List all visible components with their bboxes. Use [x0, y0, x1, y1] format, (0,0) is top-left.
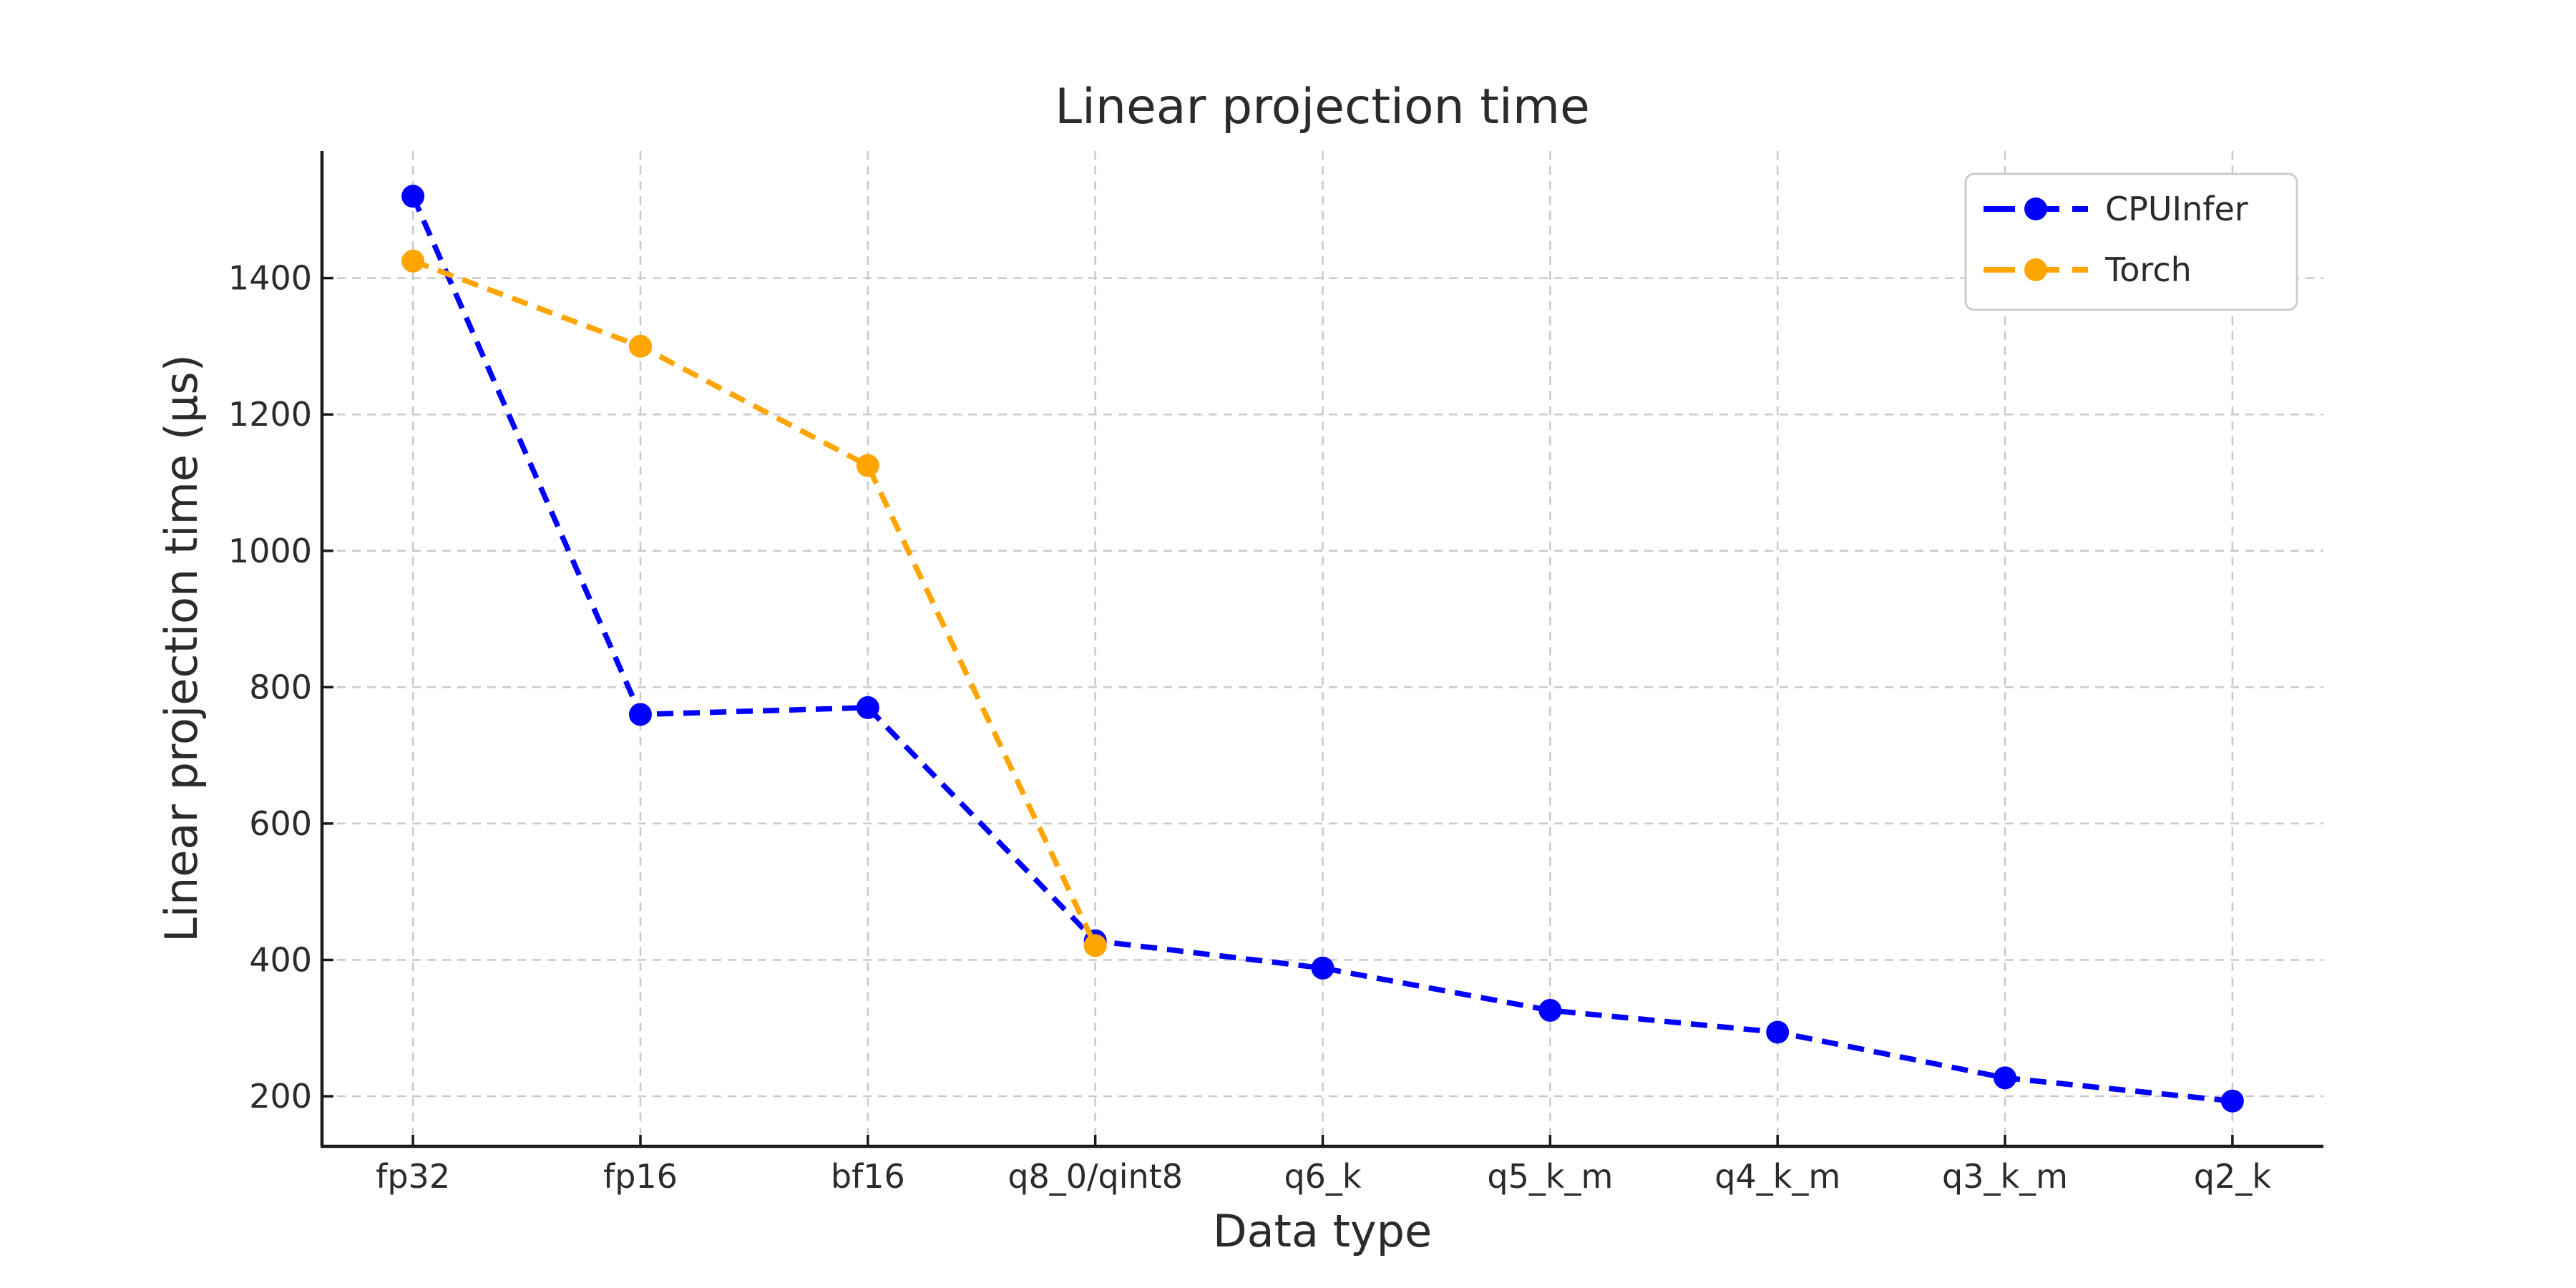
legend-label-torch: Torch	[2104, 250, 2192, 289]
x-tick-label-q8_0/qint8: q8_0/qint8	[1008, 1157, 1183, 1196]
y-tick-label-800: 800	[249, 668, 312, 706]
x-axis-label: Data type	[1213, 1205, 1432, 1257]
legend-item-torch: Torch	[1984, 250, 2192, 289]
x-tick-label-fp32: fp32	[376, 1157, 450, 1196]
data-point-cpuinfer-q2_k	[2220, 1089, 2244, 1113]
data-point-cpuinfer-fp16	[628, 703, 652, 726]
data-point-cpuinfer-q4_k_m	[1766, 1020, 1790, 1044]
chart-title: Linear projection time	[1055, 79, 1590, 135]
series-line-torch	[411, 258, 1098, 947]
data-point-torch-fp32	[401, 249, 425, 273]
x-tick-label-q4_k_m: q4_k_m	[1714, 1157, 1840, 1196]
y-axis-label: Linear projection time (μs)	[155, 354, 208, 942]
series-layer	[401, 185, 2244, 1113]
legend-item-cpuinfer: CPUInfer	[1984, 190, 2248, 228]
y-tick-label-600: 600	[249, 804, 312, 843]
x-tick-label-q2_k: q2_k	[2194, 1157, 2271, 1196]
axis-layer: fp32 fp16 bf16 q8_0/qint8 q6_k q5_k_m q4_k_m q3…	[228, 151, 2323, 1196]
data-point-cpuinfer-q6_k	[1311, 956, 1335, 980]
data-point-cpuinfer-bf16	[856, 696, 879, 719]
data-point-cpuinfer-fp32	[401, 185, 425, 208]
y-tick-label-1000: 1000	[228, 532, 312, 570]
legend-label-cpuinfer: CPUInfer	[2105, 190, 2248, 228]
legend: CPUInfer Torch	[1964, 172, 2298, 311]
x-tick-label-fp16: fp16	[603, 1157, 678, 1196]
y-tick-label-200: 200	[249, 1077, 312, 1116]
data-point-torch-fp16	[628, 334, 652, 358]
data-point-torch-bf16	[856, 454, 879, 477]
series-line-cpuinfer	[410, 195, 2233, 1104]
grid-layer	[322, 151, 2323, 1146]
y-tick-label-400: 400	[249, 940, 312, 979]
data-point-cpuinfer-q3_k_m	[1994, 1066, 2017, 1090]
data-point-cpuinfer-q5_k_m	[1538, 998, 1562, 1022]
y-tick-label-1200: 1200	[228, 395, 312, 434]
legend-marker-cpuinfer	[2024, 197, 2047, 220]
x-tick-label-q5_k_m: q5_k_m	[1487, 1157, 1613, 1196]
y-tick-label-1400: 1400	[228, 259, 312, 298]
x-tick-label-bf16: bf16	[831, 1157, 905, 1196]
x-tick-label-q6_k: q6_k	[1284, 1157, 1361, 1196]
x-tick-label-q3_k_m: q3_k_m	[1942, 1157, 2068, 1196]
data-point-torch-q8_0/qint8	[1083, 934, 1107, 957]
legend-marker-torch	[2024, 258, 2047, 281]
